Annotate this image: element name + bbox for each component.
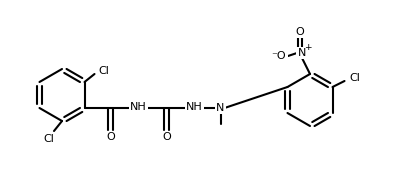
Text: ⁻O: ⁻O [272,51,286,61]
Text: Cl: Cl [349,73,360,83]
Text: Cl: Cl [43,134,55,144]
Text: NH: NH [130,102,147,112]
Text: N: N [298,48,306,58]
Text: O: O [295,27,305,37]
Text: O: O [106,132,115,142]
Text: +: + [304,42,312,52]
Text: Cl: Cl [98,66,109,76]
Text: NH: NH [186,102,203,112]
Text: O: O [162,132,171,142]
Text: N: N [216,103,225,113]
